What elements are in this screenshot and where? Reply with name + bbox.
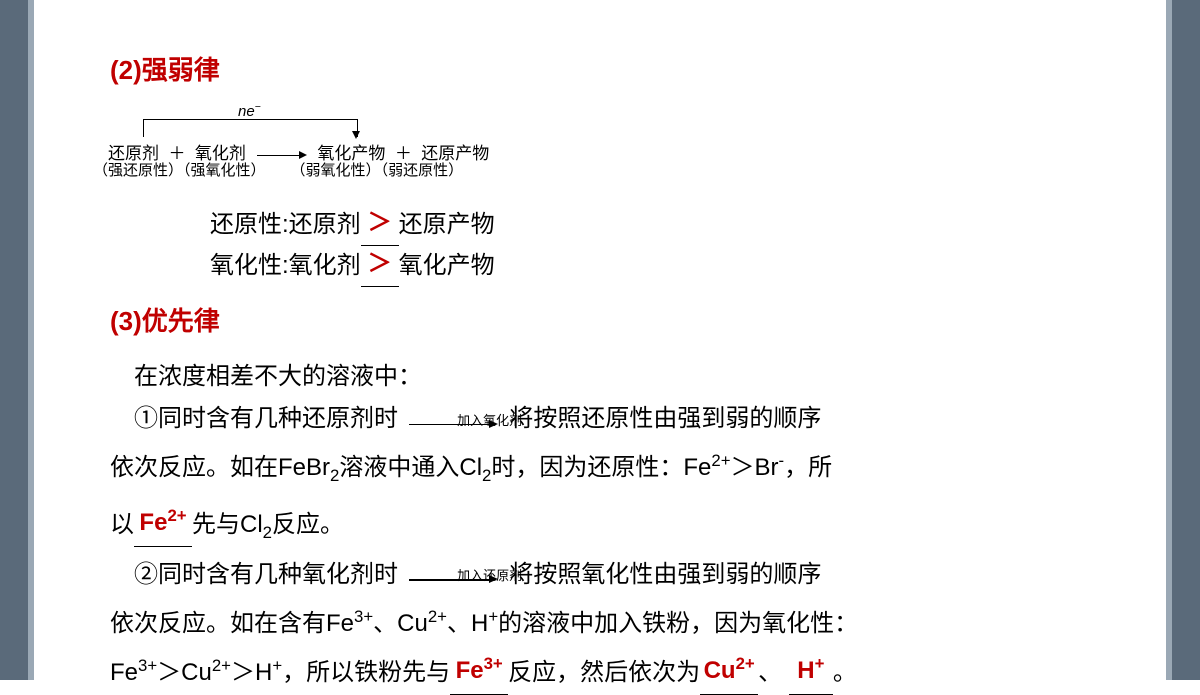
- intro-line: 在浓度相差不大的溶液中：: [110, 356, 1090, 398]
- blank-oxidizing: ＞: [361, 246, 399, 287]
- fill-reducing: ＞: [368, 209, 392, 236]
- arrow1-head-icon: [489, 420, 498, 428]
- reducing-comparison: 还原性:还原剂 ＞ 还原产物: [210, 205, 1090, 246]
- blank-cu2: Cu2+: [700, 645, 758, 695]
- p1c-tail: ＞Br: [731, 454, 779, 481]
- p1d-end: 反应。: [272, 511, 344, 538]
- p2c2: 、Cu: [373, 610, 428, 637]
- p1b: 将按照还原性由强到弱的顺序: [509, 405, 821, 432]
- section2-heading: (2)强弱律: [110, 50, 1090, 87]
- p1d-pre: 以: [110, 511, 134, 538]
- p2b: 将按照氧化性由强到弱的顺序: [509, 561, 821, 588]
- right-inner-border: [1166, 0, 1172, 680]
- para1-line2: 依次反应。如在FeBr2溶液中通入Cl2时，因为还原性：Fe2+＞Br-，所: [110, 440, 1090, 497]
- p2d-pre: Fe: [110, 659, 138, 686]
- line2-pre: 氧化性:氧化剂: [210, 252, 361, 279]
- line2-post: 氧化产物: [399, 252, 495, 279]
- p1d-post: 先与Cl: [192, 511, 263, 538]
- dg-r2-redprod: （弱还原性）: [381, 162, 464, 179]
- dg-r2-oxprod: （弱氧化性）: [291, 162, 381, 179]
- line1-pre: 还原性:还原剂: [210, 211, 361, 238]
- reaction-diagram: ne− 还原剂 ＋ 氧化剂 氧化产物 ＋ 还原产物 （强还原性）（强氧化性） （…: [138, 105, 1090, 183]
- arrow2-label: 加入还原剂: [433, 555, 523, 597]
- p1c-pre: 依次反应。如在FeBr: [110, 454, 330, 481]
- blank-reducing: ＞: [361, 205, 399, 246]
- dg-r2-oxidizer: （强氧化性）: [183, 162, 266, 179]
- left-border: [0, 0, 28, 680]
- section3-title: 优先律: [142, 306, 220, 336]
- right-border: [1172, 0, 1200, 680]
- arrow2-head-icon: [489, 575, 498, 583]
- fill-fe2: Fe2+: [139, 509, 186, 536]
- arrow1-line: [409, 424, 489, 426]
- comparison-lines: 还原性:还原剂 ＞ 还原产物 氧化性:氧化剂 ＞ 氧化产物: [210, 205, 1090, 287]
- p1c-mid: 溶液中通入Cl: [339, 454, 482, 481]
- p2c3: 、H: [447, 610, 488, 637]
- p2c: 依次反应。如在含有Fe: [110, 610, 354, 637]
- electron-arrowhead: [352, 131, 360, 139]
- electron-transfer-bracket: [143, 119, 358, 137]
- fill-oxidizing: ＞: [368, 250, 392, 277]
- para1-line1: ①同时含有几种还原剂时 加入氧化剂 将按照还原性由强到弱的顺序: [110, 398, 1090, 440]
- section3-number: (3): [110, 306, 142, 336]
- section3-heading: (3)优先律: [110, 301, 1090, 338]
- p1a: ①同时含有几种还原剂时: [134, 405, 398, 432]
- slide-content: (2)强弱律 ne− 还原剂 ＋ 氧化剂 氧化产物 ＋ 还原产物 （强还原性）（…: [110, 50, 1090, 695]
- p2d7: 。: [833, 659, 857, 686]
- blank-fe3: Fe3+: [450, 645, 508, 695]
- blank-h: H+: [789, 645, 833, 695]
- arrow2-line: [409, 579, 489, 581]
- para2-line2: 依次反应。如在含有Fe3+、Cu2+、H+的溶液中加入铁粉，因为氧化性：: [110, 596, 1090, 645]
- p1c-post: 时，因为还原性：Fe: [491, 454, 711, 481]
- line1-post: 还原产物: [399, 211, 495, 238]
- ne-label: ne−: [238, 101, 261, 120]
- p1c-end: ，所: [784, 454, 832, 481]
- p2d6: 、: [758, 659, 782, 686]
- para2-line3: Fe3+＞Cu2+＞H+，所以铁粉先与Fe3+反应，然后依次为Cu2+、 H+。: [110, 645, 1090, 695]
- add-reducer-arrow: 加入还原剂: [409, 565, 499, 585]
- p2d3: ＞H: [231, 659, 272, 686]
- para1-line3: 以Fe2+先与Cl2反应。: [110, 497, 1090, 554]
- add-oxidizer-arrow: 加入氧化剂: [409, 410, 499, 430]
- blank-fe2: Fe2+: [134, 497, 192, 547]
- p2a: ②同时含有几种氧化剂时: [134, 561, 398, 588]
- diagram-properties-row: （强还原性）（强氧化性） （弱氧化性）（弱还原性）: [93, 159, 463, 180]
- p2c4: 的溶液中加入铁粉，因为氧化性：: [498, 610, 858, 637]
- left-inner-border: [28, 0, 34, 680]
- section3-body: 在浓度相差不大的溶液中： ①同时含有几种还原剂时 加入氧化剂 将按照还原性由强到…: [110, 356, 1090, 695]
- section2-number: (2): [110, 55, 142, 85]
- p2d2: ＞Cu: [157, 659, 212, 686]
- oxidizing-comparison: 氧化性:氧化剂 ＞ 氧化产物: [210, 246, 1090, 287]
- p2d4: ，所以铁粉先与: [282, 659, 450, 686]
- dg-r2-reducer: （强还原性）: [93, 162, 183, 179]
- p2d5: 反应，然后依次为: [508, 659, 700, 686]
- arrow1-label: 加入氧化剂: [433, 400, 523, 442]
- section2-title: 强弱律: [142, 55, 220, 85]
- para2-line1: ②同时含有几种氧化剂时 加入还原剂 将按照氧化性由强到弱的顺序: [110, 554, 1090, 596]
